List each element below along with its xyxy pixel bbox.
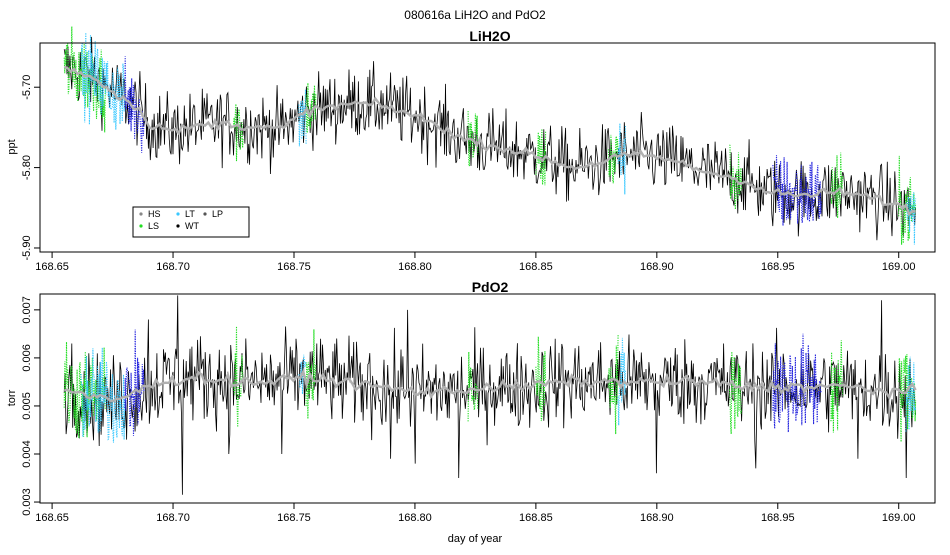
pdo2-y-tick-label: 0.005 [21, 392, 33, 420]
pdo2-x-tick-label: 169.00 [882, 512, 916, 524]
pdo2-x-tick-label: 168.95 [761, 512, 795, 524]
lih2o-status-segment [305, 82, 317, 133]
pdo2-ylabel: torr [6, 389, 18, 406]
lih2o-plot-frame [39, 42, 936, 253]
lih2o-status-segment [898, 155, 917, 245]
pdo2-y-tick-label: 0.004 [21, 440, 33, 468]
lih2o-status-segment [607, 134, 619, 184]
pdo2-status-segment [467, 351, 479, 422]
legend-label: LT [185, 209, 195, 219]
lih2o-x-tick-label: 168.65 [35, 261, 69, 273]
lih2o-x-tick-label: 168.80 [398, 261, 432, 273]
pdo2-x-tick-label: 168.75 [277, 512, 311, 524]
lih2o-status-segment [124, 56, 145, 153]
lih2o-x-tick-label: 168.95 [761, 261, 795, 273]
lih2o-raw-series [63, 36, 916, 241]
pdo2-status-segment [905, 356, 917, 432]
pdo2-plot-frame [39, 293, 936, 504]
pdo2-x-tick-label: 168.70 [156, 512, 190, 524]
lih2o-x-tick-label: 168.75 [277, 261, 311, 273]
pdo2-status-segment [124, 329, 145, 436]
lih2o-status-segment [905, 192, 917, 245]
lih2o-x-tick-label: 169.00 [882, 261, 916, 273]
lih2o-x-tick-label: 168.85 [519, 261, 553, 273]
lih2o-y-tick-label: -5.70 [21, 75, 33, 100]
lih2o-panel: LiH2O ppt 168.65 168.70 168.75 168.80 168.85… [6, 26, 936, 273]
pdo2-y-tick-label: 0.003 [21, 488, 33, 516]
pdo2-status-segment [63, 341, 106, 438]
legend-marker [176, 212, 180, 216]
legend-entry: LT [176, 209, 195, 219]
legend-marker [139, 224, 143, 228]
legend-entry: WT [176, 221, 199, 231]
pdo2-y-tick-label: 0.006 [21, 344, 33, 372]
legend-label: WT [185, 221, 199, 231]
pdo2-x-tick-label: 168.85 [519, 512, 553, 524]
pdo2-status-segment [232, 326, 244, 428]
pdo2-panel: PdO2 torr 168.65 168.70 168.75 168.80 168.85… [6, 279, 936, 545]
lih2o-smoothed-trend [63, 65, 916, 217]
legend-label: HS [148, 209, 161, 219]
lih2o-status-segment [617, 123, 626, 195]
pdo2-status-segment [535, 336, 547, 422]
pdo2-y-tick-label: 0.007 [21, 296, 33, 324]
lih2o-status-segment [729, 144, 743, 210]
pdo2-x-tick-label: 168.90 [640, 512, 674, 524]
legend-marker [139, 212, 143, 216]
lih2o-y-tick-label: -5.80 [21, 155, 33, 180]
pdo2-title: PdO2 [472, 279, 509, 295]
pdo2-status-segment [305, 329, 317, 419]
lih2o-status-segment [467, 111, 479, 167]
pdo2-status-segment [898, 353, 917, 442]
legend-marker [203, 212, 207, 216]
lih2o-status-segment [232, 103, 244, 162]
pdo2-smoothed-trend [63, 367, 917, 403]
lih2o-legend: HS LT LP LS WT [132, 206, 250, 238]
pdo2-status-segment [772, 333, 822, 433]
pdo2-status-segment [830, 340, 844, 433]
lih2o-status-segment [830, 152, 844, 219]
legend-box [132, 206, 250, 238]
legend-label: LP [212, 209, 223, 219]
pdo2-status-segment [298, 354, 307, 395]
pdo2-status-segment [617, 337, 626, 426]
pdo2-xlabel: day of year [448, 533, 503, 545]
lih2o-y-tick-label: -5.90 [21, 235, 33, 260]
legend-entry: LP [203, 209, 223, 219]
legend-marker [176, 224, 180, 228]
lih2o-x-tick-label: 168.70 [156, 261, 190, 273]
lih2o-status-segment [298, 89, 307, 147]
lih2o-ylabel: ppt [6, 139, 18, 154]
pdo2-x-tick-label: 168.65 [35, 512, 69, 524]
legend-entry: LS [139, 221, 159, 231]
pdo2-status-segment [607, 334, 619, 435]
legend-entry: HS [139, 209, 161, 219]
figure-title: 080616a LiH2O and PdO2 [404, 8, 546, 22]
pdo2-x-tick-label: 168.80 [398, 512, 432, 524]
lih2o-status-segment [80, 32, 126, 130]
legend-label: LS [148, 221, 159, 231]
lih2o-title: LiH2O [469, 28, 510, 44]
lih2o-x-tick-label: 168.90 [640, 261, 674, 273]
